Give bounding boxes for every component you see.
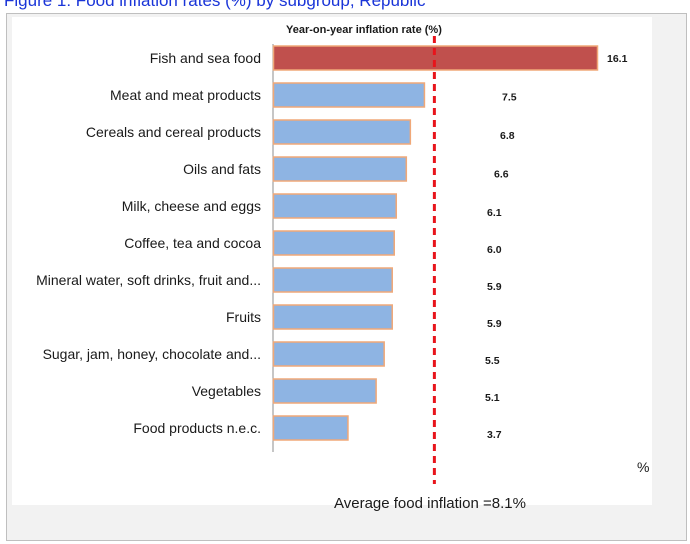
data-label: 16.1 — [607, 53, 628, 65]
bar-5 — [272, 230, 395, 256]
category-label: Mineral water, soft drinks, fruit and... — [36, 272, 261, 288]
unit-label: % — [637, 459, 649, 475]
bar-4 — [272, 193, 398, 219]
data-label: 5.1 — [485, 392, 500, 404]
bar-7 — [272, 304, 393, 330]
data-label: 6.0 — [487, 244, 502, 256]
category-label: Fruits — [226, 309, 261, 325]
bar-10 — [272, 415, 349, 441]
data-label: 7.5 — [502, 92, 517, 104]
category-label: Meat and meat products — [110, 87, 261, 103]
data-label: 5.9 — [487, 318, 502, 330]
category-label: Sugar, jam, honey, chocolate and... — [43, 346, 261, 362]
bar-9 — [272, 378, 377, 404]
category-label: Milk, cheese and eggs — [122, 198, 261, 214]
bars-group: Fish and sea food 16.1 Meat and meat produ… — [36, 45, 628, 441]
bar-8 — [272, 341, 385, 367]
data-label: 6.1 — [487, 207, 502, 219]
bar-1 — [272, 82, 426, 108]
category-label: Fish and sea food — [150, 50, 261, 66]
data-label: 5.5 — [485, 355, 500, 367]
bar-6 — [272, 267, 393, 293]
category-label: Food products n.e.c. — [133, 420, 261, 436]
bar-3 — [272, 156, 408, 182]
figure-caption: Figure 1: Food inflation rates (%) by su… — [4, 0, 426, 10]
data-label: 6.6 — [494, 169, 509, 181]
average-label: Average food inflation =8.1% — [334, 495, 526, 512]
category-label: Cereals and cereal products — [86, 124, 261, 140]
data-label: 6.8 — [500, 130, 515, 142]
chart-title: Year-on-year inflation rate (%) — [286, 24, 442, 36]
category-label: Oils and fats — [183, 161, 261, 177]
data-label: 5.9 — [487, 281, 502, 293]
data-label: 3.7 — [487, 429, 502, 441]
bar-2 — [272, 119, 412, 145]
category-label: Vegetables — [192, 383, 261, 399]
category-label: Coffee, tea and cocoa — [124, 235, 261, 251]
